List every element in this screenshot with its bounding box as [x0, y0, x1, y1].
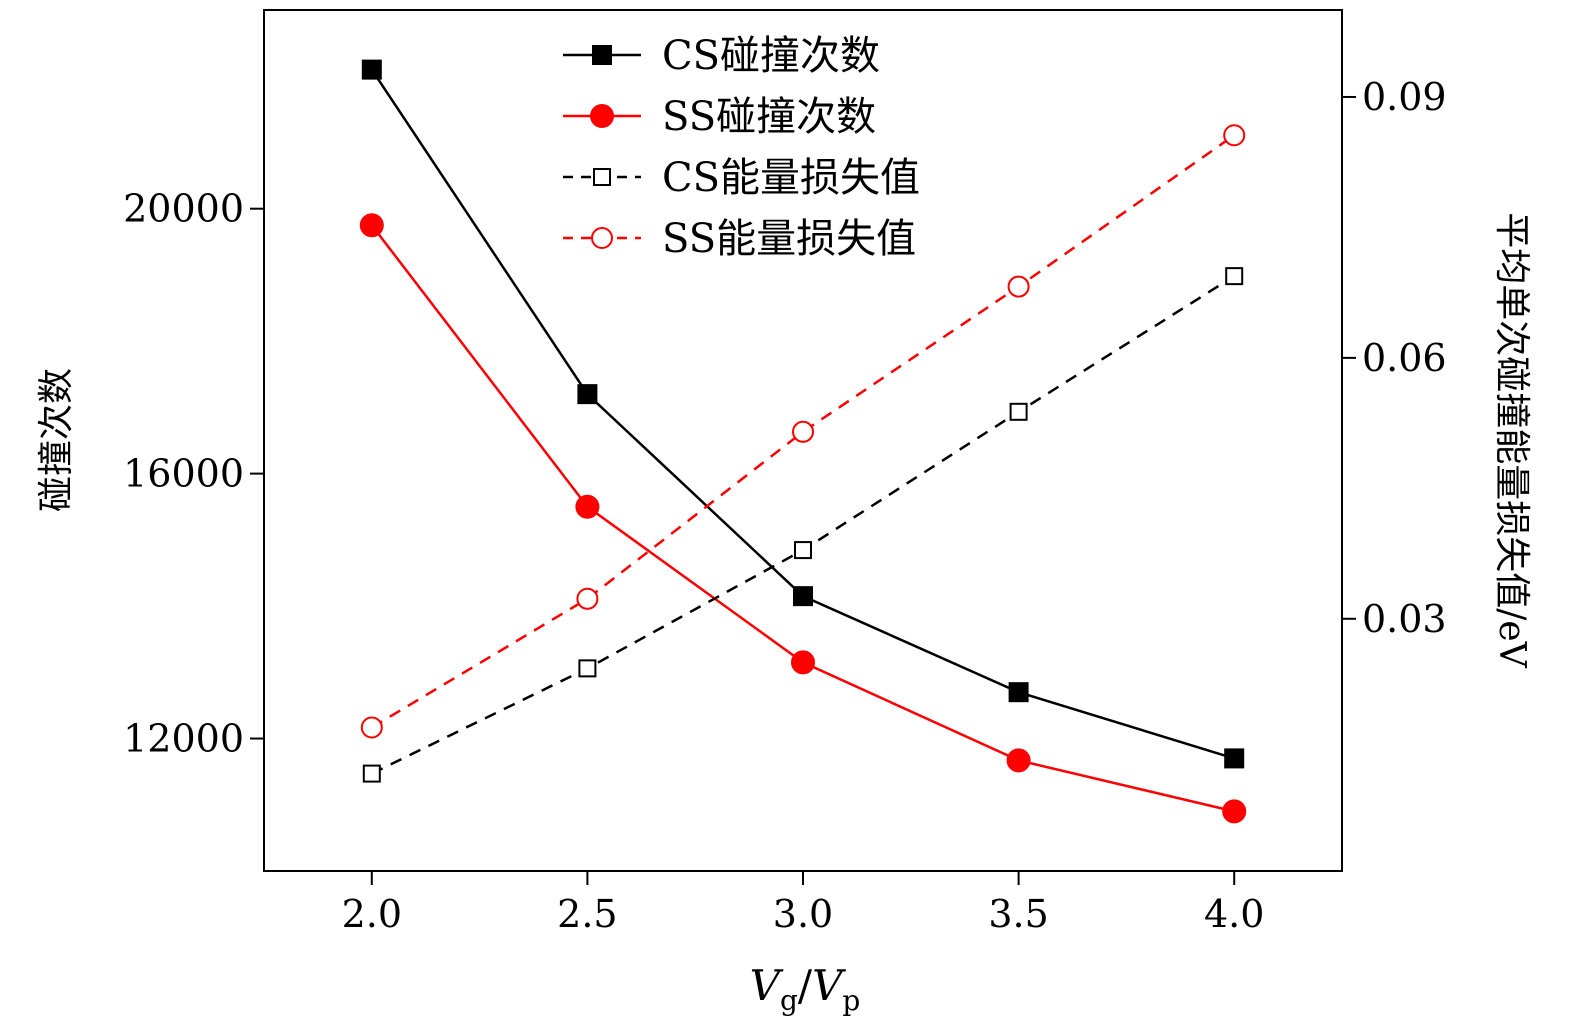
data-point: [1007, 275, 1030, 298]
legend-item: CS碰撞次数: [563, 33, 880, 79]
x-axis-label: Vg/Vp: [750, 961, 861, 1017]
data-point: [359, 213, 384, 238]
y-right-tick-label: 0.03: [1362, 597, 1447, 641]
data-point: [575, 494, 600, 519]
data-point: [362, 764, 381, 783]
data-point: [1222, 799, 1247, 824]
data-point: [360, 716, 383, 739]
series-2: [362, 267, 1244, 783]
data-point: [1223, 124, 1246, 147]
data-point: [578, 659, 597, 678]
series-line: [371, 134, 1235, 729]
y-right-tick-label: 0.09: [1362, 75, 1447, 119]
legend-marker: [590, 104, 614, 128]
series-line: [370, 224, 1235, 813]
legend-label: CS碰撞次数: [662, 33, 880, 79]
x-tick-label: 2.5: [557, 892, 617, 936]
legend-label: SS碰撞次数: [662, 94, 876, 140]
data-point: [1008, 682, 1029, 703]
data-point: [794, 541, 812, 560]
series-line: [371, 275, 1235, 775]
legend-marker: [593, 168, 611, 186]
y-left-tick-label: 12000: [123, 717, 244, 761]
y-axis-left-label: 碰撞次数: [36, 368, 77, 512]
y-left-tick-label: 16000: [123, 452, 244, 496]
series-1: [359, 213, 1247, 824]
data-point: [576, 587, 599, 610]
data-point: [793, 586, 813, 607]
data-point: [361, 59, 382, 80]
data-point: [577, 384, 598, 405]
data-point: [1009, 402, 1028, 421]
x-tick-label: 3.0: [773, 892, 833, 936]
legend-label: CS能量损失值: [662, 155, 920, 201]
y-right-tick-label: 0.06: [1362, 336, 1447, 380]
x-tick-label: 3.5: [988, 892, 1048, 936]
y-left-tick-label: 20000: [123, 187, 244, 231]
data-point: [791, 650, 815, 675]
legend-item: SS碰撞次数: [563, 94, 876, 140]
data-point: [1224, 748, 1245, 769]
legend-item: SS能量损失值: [563, 216, 916, 262]
legend-item: CS能量损失值: [563, 155, 920, 201]
series-0: [361, 59, 1245, 769]
data-point: [1006, 748, 1031, 773]
series-3: [360, 124, 1246, 739]
data-point: [1225, 267, 1244, 286]
legend-marker: [591, 227, 613, 249]
legend-marker: [592, 45, 612, 65]
x-tick-label: 2.0: [342, 892, 402, 936]
legend-label: SS能量损失值: [662, 216, 916, 262]
x-tick-label: 4.0: [1204, 892, 1264, 936]
y-axis-right-label: 平均单次碰撞能量损失值/eV: [1491, 212, 1532, 668]
data-point: [792, 420, 814, 443]
